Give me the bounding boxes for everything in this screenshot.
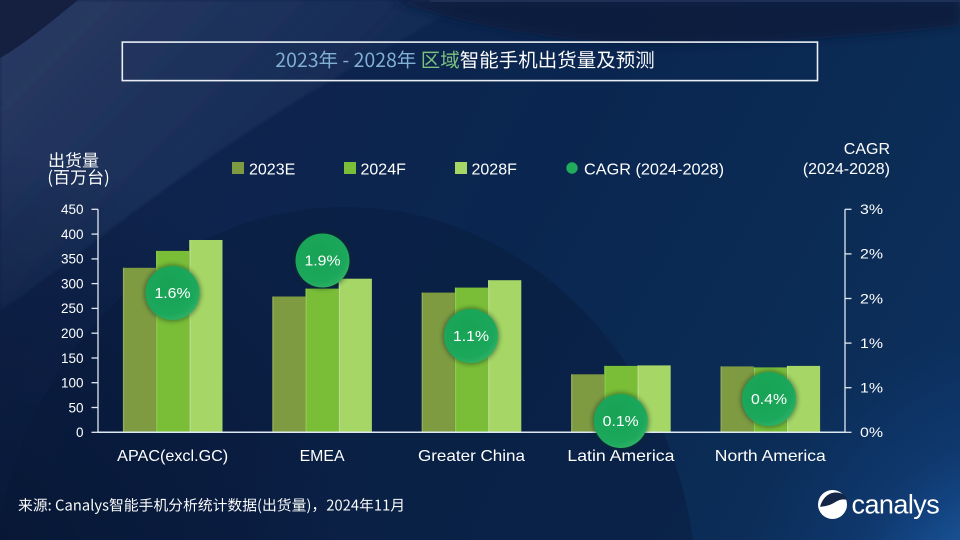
svg-text:350: 350	[61, 252, 84, 267]
svg-text:450: 450	[61, 202, 84, 217]
svg-text:300: 300	[61, 276, 84, 291]
svg-text:200: 200	[61, 326, 84, 341]
svg-text:Greater China: Greater China	[418, 448, 525, 465]
svg-text:0.1%: 0.1%	[603, 413, 639, 430]
svg-text:150: 150	[61, 351, 84, 366]
svg-text:Latin America: Latin America	[567, 448, 674, 465]
svg-text:canalys: canalys	[852, 490, 940, 520]
svg-text:2024F: 2024F	[361, 162, 407, 179]
svg-text:CAGR (2024-2028): CAGR (2024-2028)	[584, 162, 724, 179]
svg-text:2023E: 2023E	[249, 162, 295, 179]
svg-text:250: 250	[61, 301, 84, 316]
svg-text:3%: 3%	[860, 202, 883, 217]
svg-text:0.4%: 0.4%	[751, 391, 787, 408]
svg-text:North America: North America	[715, 448, 826, 465]
svg-text:2%: 2%	[860, 247, 883, 262]
svg-text:0%: 0%	[860, 425, 883, 440]
svg-text:2028F: 2028F	[472, 162, 518, 179]
svg-text:1.6%: 1.6%	[155, 285, 191, 302]
svg-text:100: 100	[61, 376, 84, 391]
svg-text:1%: 1%	[860, 336, 883, 351]
svg-text:1.9%: 1.9%	[305, 253, 341, 270]
svg-text:APAC(excl.GC): APAC(excl.GC)	[117, 448, 228, 465]
svg-text:2%: 2%	[860, 291, 883, 306]
svg-text:400: 400	[61, 227, 84, 242]
svg-text:0: 0	[76, 425, 84, 440]
svg-text:EMEA: EMEA	[300, 448, 345, 465]
svg-text:1.1%: 1.1%	[453, 328, 489, 345]
svg-text:CAGR: CAGR	[844, 141, 890, 158]
svg-text:1%: 1%	[860, 381, 883, 396]
svg-text:(2024-2028): (2024-2028)	[803, 161, 890, 178]
svg-text:50: 50	[68, 400, 83, 415]
